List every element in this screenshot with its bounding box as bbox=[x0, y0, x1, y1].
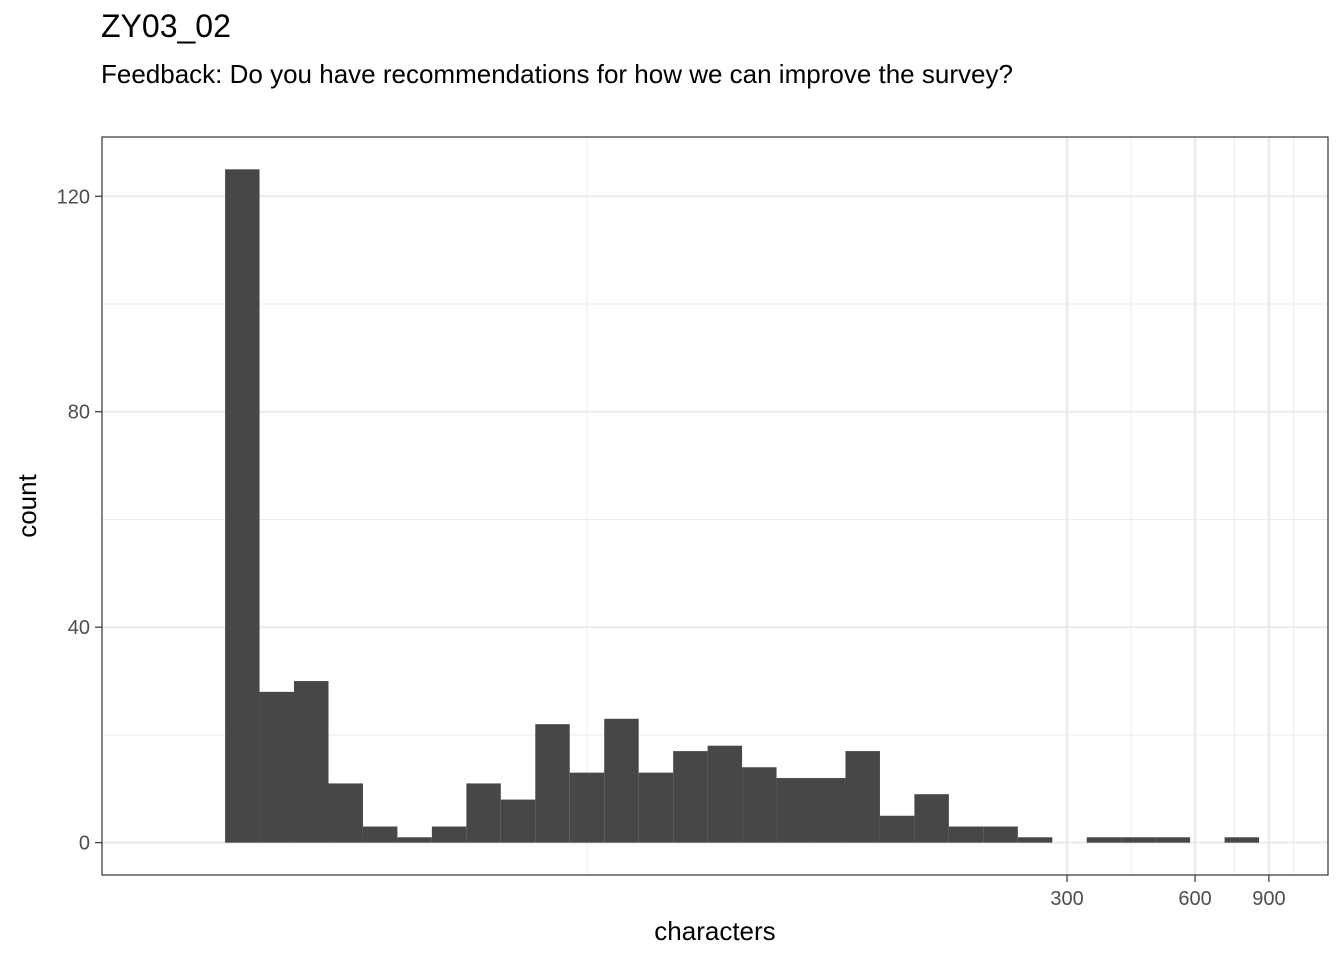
histogram-bar bbox=[638, 772, 674, 843]
histogram-bar bbox=[431, 826, 467, 843]
y-tick-label: 40 bbox=[68, 617, 90, 639]
histogram-bar bbox=[328, 783, 363, 843]
x-tick-label: 600 bbox=[1178, 888, 1211, 910]
histogram-bar bbox=[811, 778, 846, 843]
y-tick-label: 0 bbox=[79, 833, 90, 855]
y-axis-title: count bbox=[12, 473, 42, 537]
histogram-bar bbox=[397, 837, 432, 843]
histogram-bar bbox=[914, 794, 949, 843]
histogram-bar bbox=[1086, 837, 1122, 843]
histogram-bar bbox=[1155, 837, 1191, 843]
chart-subtitle: Feedback: Do you have recommendations fo… bbox=[101, 59, 1013, 89]
histogram-bar bbox=[845, 751, 880, 843]
chart-title: ZY03_02 bbox=[101, 8, 231, 44]
panel-border bbox=[101, 136, 1329, 876]
histogram-bar bbox=[1017, 837, 1053, 843]
histogram-bar bbox=[225, 169, 260, 843]
x-axis: 300 600 900 bbox=[1050, 875, 1286, 910]
histogram-bar bbox=[948, 826, 984, 843]
histogram-bar bbox=[294, 681, 329, 843]
histogram-bar bbox=[1224, 837, 1260, 843]
histogram-bar bbox=[879, 815, 915, 843]
histogram-bar bbox=[673, 751, 708, 843]
histogram-bar bbox=[466, 783, 501, 843]
histogram-bar bbox=[535, 724, 570, 843]
histogram-bar bbox=[707, 745, 743, 843]
histogram-bar bbox=[983, 826, 1018, 843]
histogram-bar bbox=[604, 718, 639, 843]
x-tick-label: 300 bbox=[1050, 888, 1083, 910]
y-axis: 0 40 80 120 bbox=[57, 186, 102, 855]
histogram-bar bbox=[742, 767, 777, 843]
x-tick-label: 900 bbox=[1252, 888, 1285, 910]
y-tick-label: 120 bbox=[57, 186, 90, 208]
histogram-bar bbox=[569, 772, 605, 843]
histogram-bar bbox=[259, 691, 295, 843]
histogram-bar bbox=[500, 799, 536, 843]
histogram-bars bbox=[225, 169, 1260, 843]
histogram-bar bbox=[362, 826, 398, 843]
histogram-bar bbox=[1121, 837, 1156, 843]
y-tick-label: 80 bbox=[68, 402, 90, 424]
x-axis-title: characters bbox=[654, 916, 775, 946]
histogram-bar bbox=[776, 778, 812, 843]
